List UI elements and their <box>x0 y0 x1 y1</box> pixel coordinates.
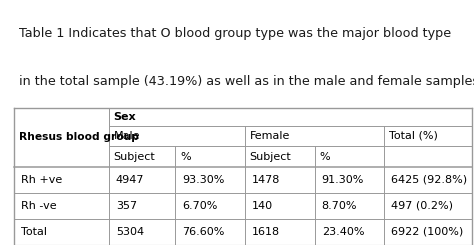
Text: 6922 (100%): 6922 (100%) <box>391 227 464 237</box>
Text: Total: Total <box>21 227 47 237</box>
Text: 76.60%: 76.60% <box>182 227 225 237</box>
Text: Female: Female <box>250 131 290 141</box>
Text: Total (%): Total (%) <box>389 131 438 141</box>
Text: Rh -ve: Rh -ve <box>21 201 57 211</box>
Text: Table 1 Indicates that O blood group type was the major blood type: Table 1 Indicates that O blood group typ… <box>19 27 451 40</box>
Text: 5304: 5304 <box>116 227 144 237</box>
Text: 140: 140 <box>252 201 273 211</box>
Text: %: % <box>180 151 191 161</box>
Text: 4947: 4947 <box>116 175 144 185</box>
Text: 93.30%: 93.30% <box>182 175 225 185</box>
Text: Male: Male <box>113 131 140 141</box>
Text: 6425 (92.8%): 6425 (92.8%) <box>391 175 467 185</box>
Text: Rh +ve: Rh +ve <box>21 175 63 185</box>
Text: 23.40%: 23.40% <box>322 227 364 237</box>
Text: 357: 357 <box>116 201 137 211</box>
Text: Sex: Sex <box>113 112 136 122</box>
Text: in the total sample (43.19%) as well as in the male and female samples.: in the total sample (43.19%) as well as … <box>19 75 474 88</box>
Text: Rhesus blood group: Rhesus blood group <box>19 132 139 142</box>
Text: 1478: 1478 <box>252 175 281 185</box>
Text: 6.70%: 6.70% <box>182 201 218 211</box>
Text: Subject: Subject <box>250 151 292 161</box>
Text: 91.30%: 91.30% <box>322 175 364 185</box>
Text: %: % <box>319 151 330 161</box>
Text: Subject: Subject <box>113 151 155 161</box>
Text: 497 (0.2%): 497 (0.2%) <box>391 201 453 211</box>
Text: 8.70%: 8.70% <box>322 201 357 211</box>
Text: 1618: 1618 <box>252 227 280 237</box>
